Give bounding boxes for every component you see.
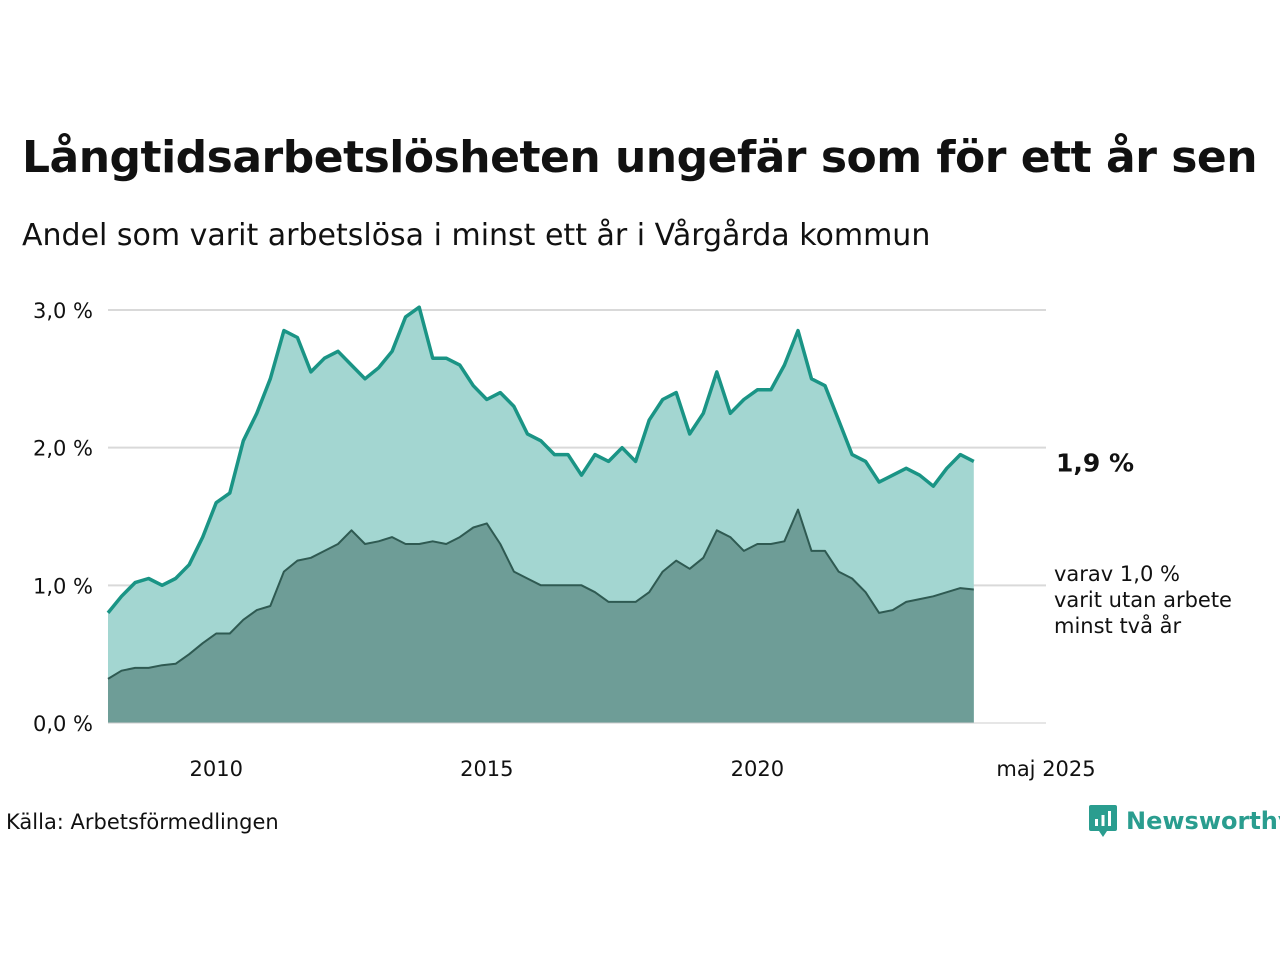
x-tick-label: 2015 [460, 757, 513, 781]
chart-title: Långtidsarbetslösheten ungefär som för e… [22, 132, 1258, 183]
y-tick-label: 1,0 % [33, 574, 93, 598]
brand-name: Newsworthy [1126, 807, 1280, 835]
x-tick-label: 2010 [190, 757, 243, 781]
chart-areas [106, 305, 1046, 724]
y-tick-label: 0,0 % [33, 712, 93, 736]
series-line-long [107, 508, 974, 680]
y-tick-label: 2,0 % [33, 437, 93, 461]
end-label-long: varav 1,0 % [1054, 562, 1180, 586]
newsworthy-logo: Newsworthy [1088, 803, 1280, 839]
y-tick-label: 3,0 % [33, 299, 93, 323]
y-axis: 0,0 % 1,0 % 2,0 % 3,0 % [33, 299, 93, 736]
x-axis: 2010 2015 2020 maj 2025 [190, 757, 1096, 781]
end-label-total: 1,9 % [1056, 448, 1134, 477]
chart-subtitle: Andel som varit arbetslösa i minst ett å… [22, 218, 931, 253]
x-tick-label: 2020 [731, 757, 784, 781]
newsworthy-logo-icon [1089, 805, 1117, 837]
end-label-long: minst två år [1054, 613, 1182, 638]
series-area-long [108, 509, 974, 723]
series-line-total [106, 305, 975, 615]
source-note: Källa: Arbetsförmedlingen [6, 810, 279, 834]
x-tick-label: maj 2025 [996, 757, 1095, 781]
end-label-long: varit utan arbete [1054, 588, 1232, 612]
